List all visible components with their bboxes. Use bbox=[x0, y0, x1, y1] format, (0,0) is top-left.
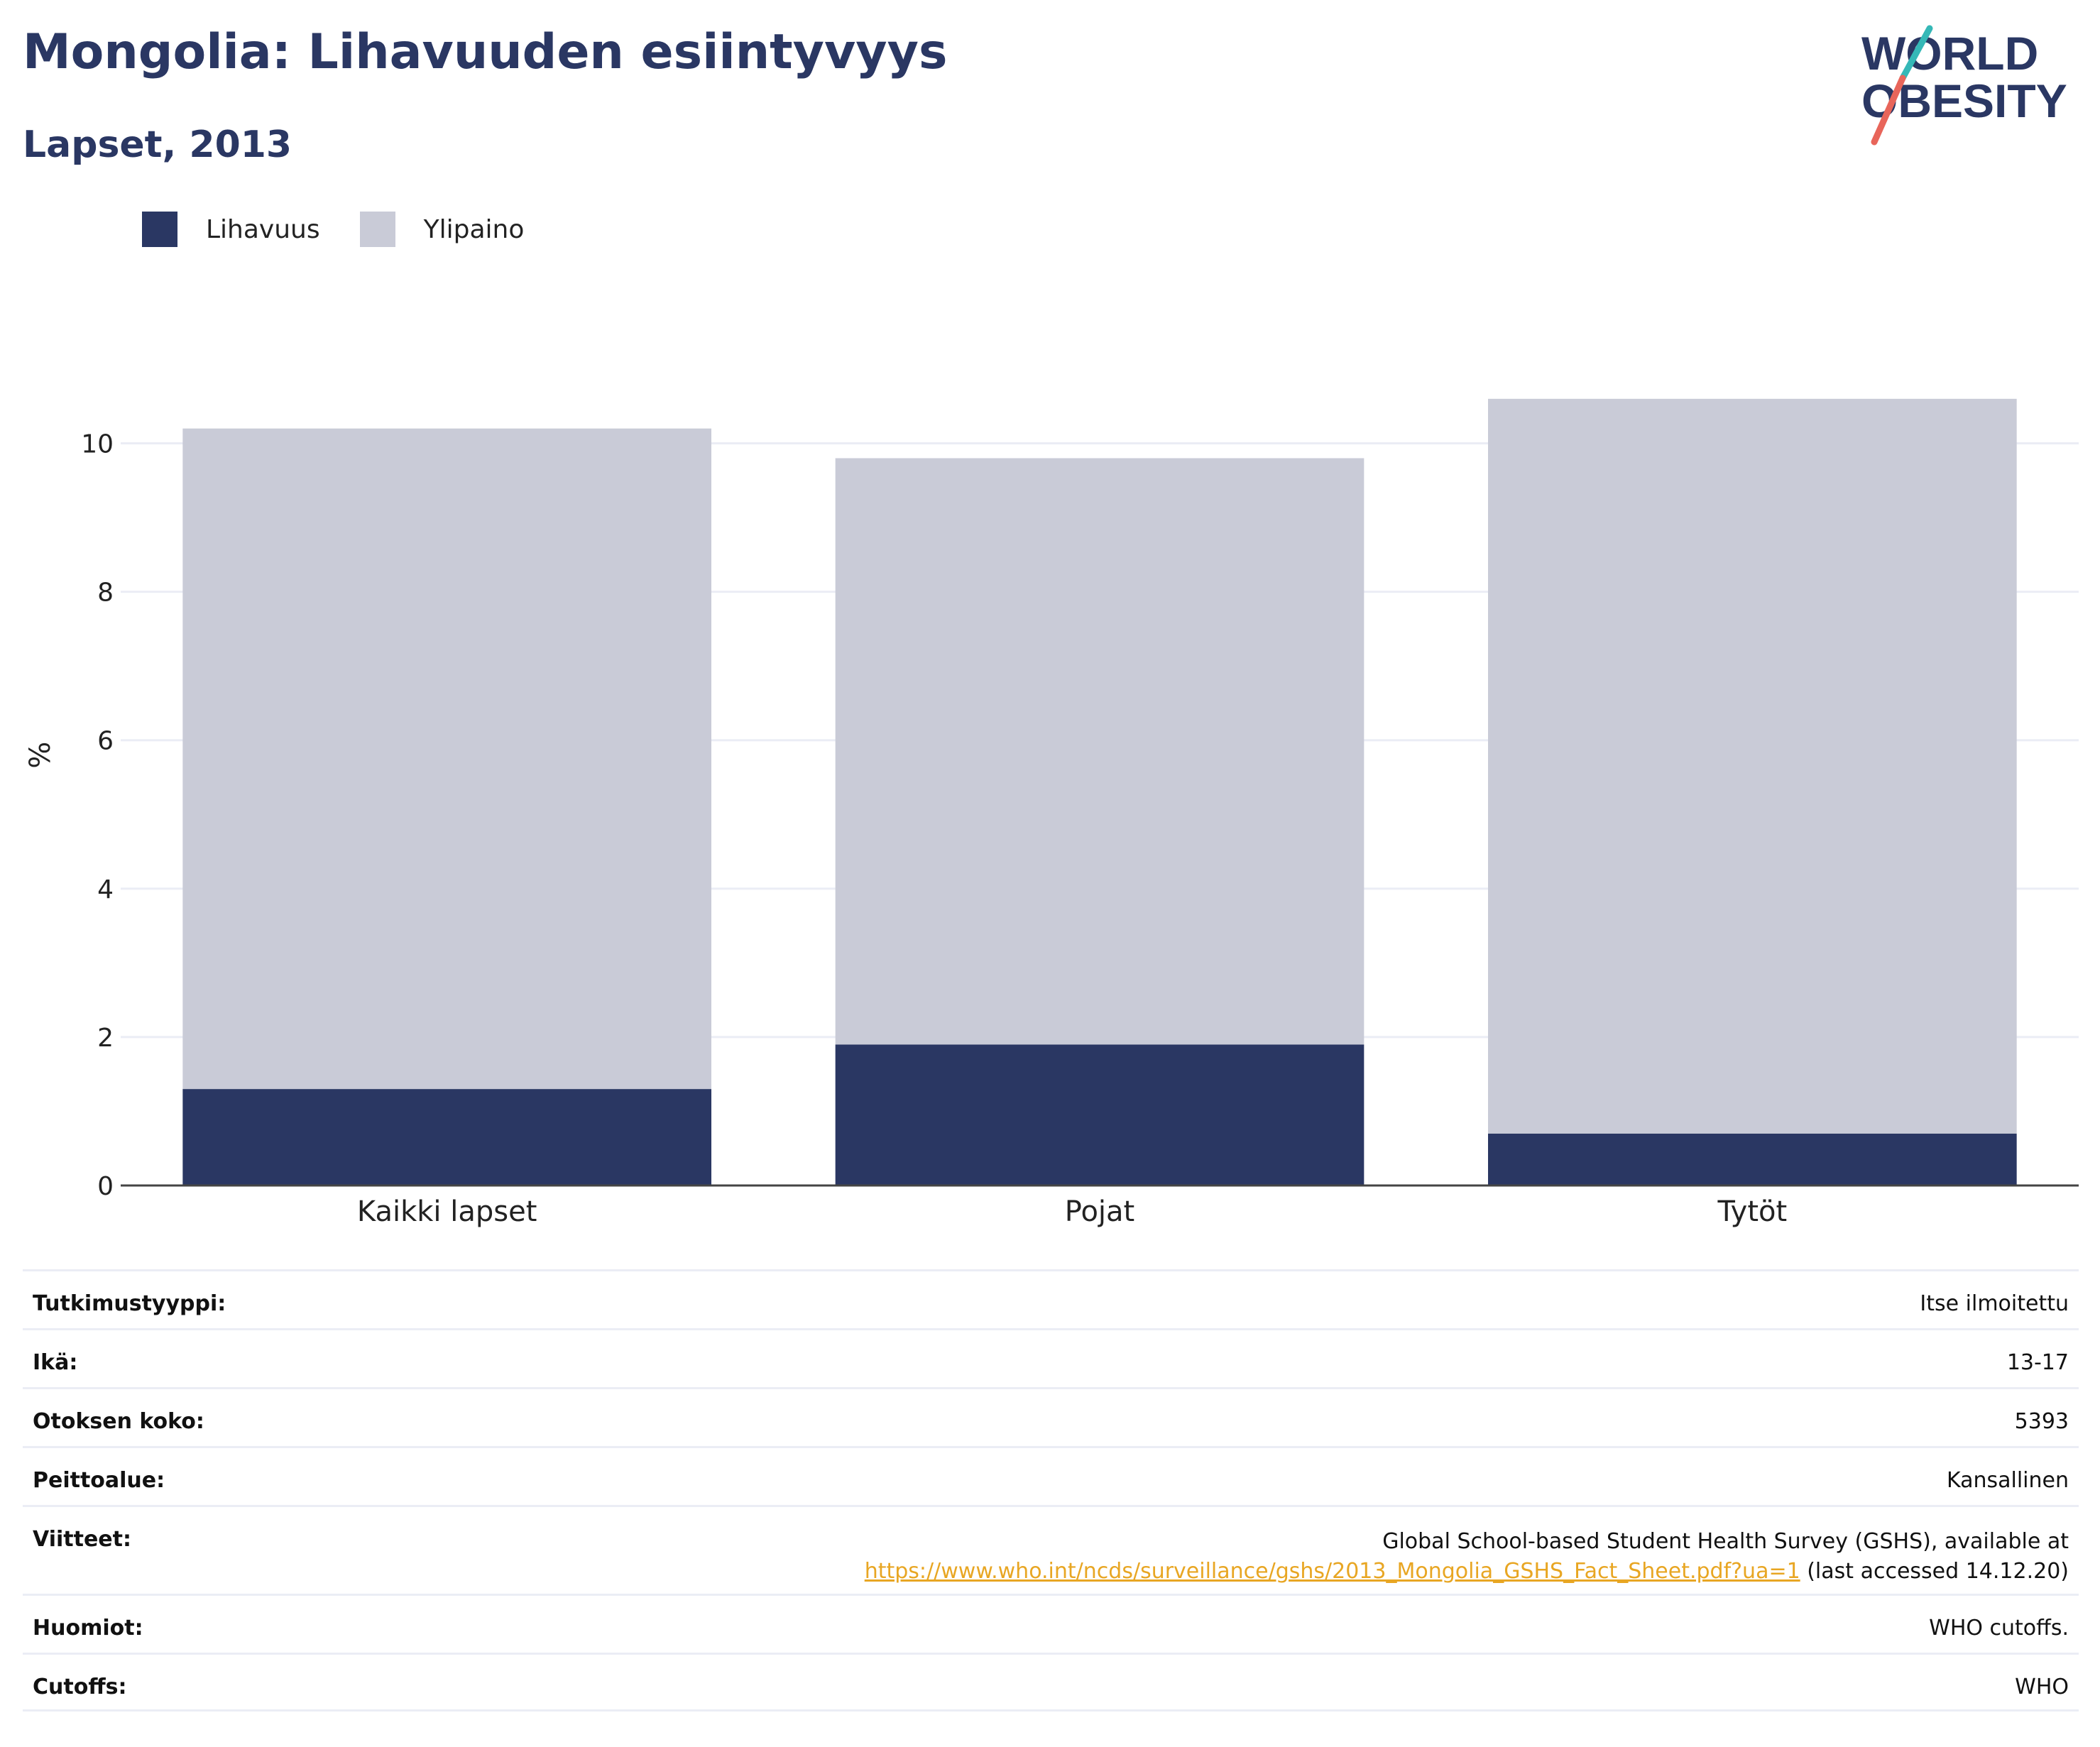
info-row-cutoffs: Cutoffs: WHO bbox=[23, 1653, 2079, 1712]
info-value: Itse ilmoitettu bbox=[1920, 1291, 2069, 1316]
legend-item-ylipaino[interactable]: Ylipaino bbox=[359, 212, 525, 247]
info-key: Peittoalue: bbox=[33, 1468, 165, 1493]
info-key: Tutkimustyyppi: bbox=[33, 1291, 226, 1316]
y-tick-label: 8 bbox=[97, 579, 114, 608]
info-row-notes: Huomiot: WHO cutoffs. bbox=[23, 1594, 2079, 1653]
bar-ylipaino bbox=[835, 458, 1365, 1045]
info-value: Kansallinen bbox=[1946, 1468, 2069, 1493]
reference-suffix: (last accessed 14.12.20) bbox=[1800, 1559, 2069, 1584]
x-category-label: Pojat bbox=[1065, 1195, 1134, 1228]
y-tick-label: 2 bbox=[97, 1024, 114, 1053]
info-row-coverage: Peittoalue: Kansallinen bbox=[23, 1446, 2079, 1505]
legend-item-lihavuus[interactable]: Lihavuus bbox=[142, 212, 320, 247]
reference-text: Global School-based Student Health Surve… bbox=[1382, 1529, 2069, 1554]
x-category-label: Kaikki lapset bbox=[357, 1195, 537, 1228]
info-row-study-type: Tutkimustyyppi: Itse ilmoitettu bbox=[23, 1269, 2079, 1328]
legend-swatch bbox=[142, 212, 177, 247]
x-category-label: Tytöt bbox=[1717, 1195, 1787, 1228]
legend-swatch bbox=[359, 212, 395, 247]
y-tick-label: 10 bbox=[81, 430, 114, 459]
bar-chart: 0 2 4 6 8 10% Kaikki lapset Pojat Tytöt bbox=[24, 398, 2079, 1228]
logo-line1: WORLD bbox=[1861, 27, 2038, 80]
info-row-sample-size: Otoksen koko: 5393 bbox=[23, 1387, 2079, 1446]
page-subtitle: Lapset, 2013 bbox=[23, 124, 292, 166]
info-row-references: Viitteet: Global School-based Student He… bbox=[23, 1505, 2079, 1594]
y-axis-title: % bbox=[24, 742, 57, 769]
y-tick-label: 0 bbox=[97, 1172, 114, 1201]
bar-lihavuus bbox=[835, 1044, 1365, 1185]
chart-legend: Lihavuus Ylipaino bbox=[142, 212, 564, 247]
info-value: 5393 bbox=[2014, 1409, 2069, 1434]
info-key: Ikä: bbox=[33, 1350, 78, 1375]
info-key: Viitteet: bbox=[33, 1527, 131, 1552]
bar-ylipaino bbox=[1488, 398, 2017, 1134]
info-table: Tutkimustyyppi: Itse ilmoitettu Ikä: 13-… bbox=[23, 1269, 2079, 1712]
y-tick-label: 6 bbox=[97, 727, 114, 756]
info-value: Global School-based Student Health Surve… bbox=[865, 1527, 2069, 1587]
bar-ylipaino bbox=[182, 428, 711, 1090]
info-key: Cutoffs: bbox=[33, 1675, 127, 1699]
world-obesity-logo: WORLD OBESITY bbox=[1861, 25, 2067, 146]
info-row-age: Ikä: 13-17 bbox=[23, 1328, 2079, 1387]
info-value: WHO cutoffs. bbox=[1929, 1616, 2069, 1641]
page-title: Mongolia: Lihavuuden esiintyvyys bbox=[23, 24, 948, 80]
info-key: Huomiot: bbox=[33, 1616, 143, 1641]
reference-link[interactable]: https://www.who.int/ncds/surveillance/gs… bbox=[864, 1559, 1800, 1584]
legend-label: Lihavuus bbox=[206, 214, 320, 244]
info-value: WHO bbox=[2015, 1675, 2069, 1699]
bar-lihavuus bbox=[1488, 1133, 2017, 1185]
info-key: Otoksen koko: bbox=[33, 1409, 204, 1434]
bar-lihavuus bbox=[182, 1089, 711, 1185]
info-value: 13-17 bbox=[2006, 1350, 2069, 1375]
legend-label: Ylipaino bbox=[423, 214, 525, 244]
y-tick-label: 4 bbox=[97, 875, 114, 904]
